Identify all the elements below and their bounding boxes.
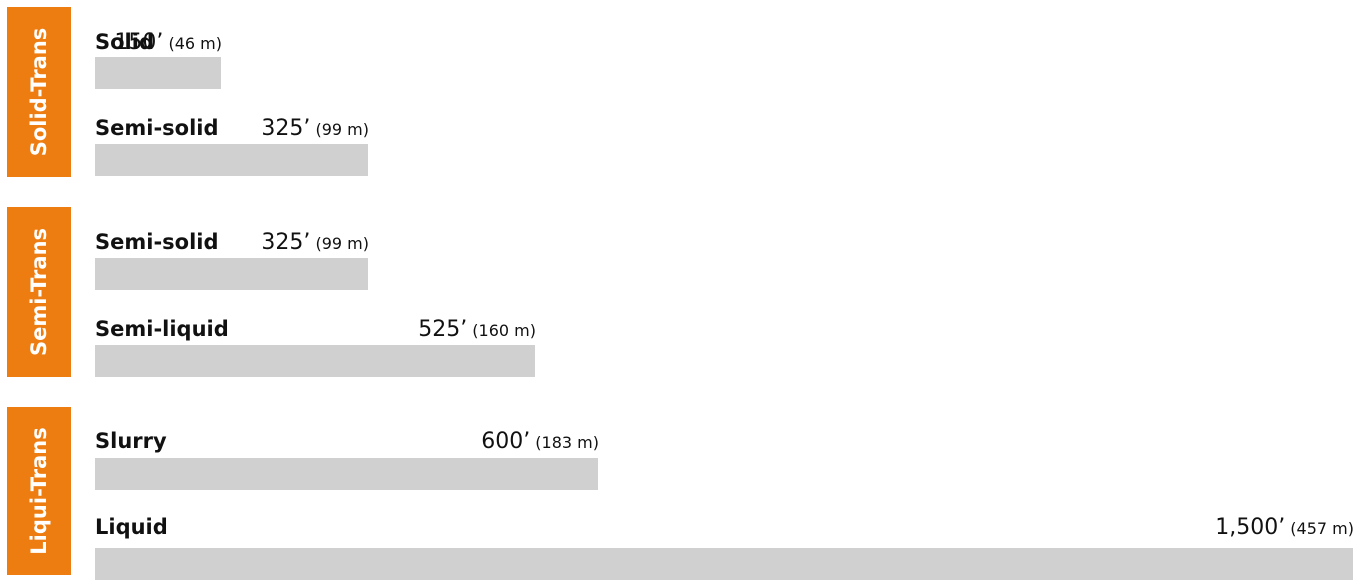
bar <box>95 345 535 377</box>
value-meters: (183 m) <box>535 433 599 452</box>
bar <box>95 548 1353 580</box>
value-feet: 325’ <box>261 116 311 141</box>
bar <box>95 57 221 89</box>
bar <box>95 258 368 290</box>
value-meters: (99 m) <box>315 234 369 253</box>
bar-name: Semi-liquid <box>95 317 229 341</box>
value-feet: 325’ <box>261 230 311 255</box>
bar-name: Solid <box>95 30 154 54</box>
value-meters: (46 m) <box>168 34 222 53</box>
group-tab-liqui-trans: Liqui-Trans <box>7 407 71 575</box>
value-feet: 525’ <box>418 317 468 342</box>
value-meters: (457 m) <box>1290 519 1354 538</box>
group-label: Solid-Trans <box>27 27 51 157</box>
bar-value-label: 325’ (99 m) <box>261 116 369 141</box>
bar-value-label: 325’ (99 m) <box>261 230 369 255</box>
bar-name: Semi-solid <box>95 116 219 140</box>
bar-value-label: 1,500’ (457 m) <box>1215 515 1354 540</box>
bar-name: Liquid <box>95 515 168 539</box>
group-label: Semi-Trans <box>27 227 51 357</box>
value-feet: 1,500’ <box>1215 515 1286 540</box>
group-tab-semi-trans: Semi-Trans <box>7 207 71 377</box>
bar <box>95 458 598 490</box>
bar-value-label: 600’ (183 m) <box>481 429 599 454</box>
bar-value-label: 150’ (46 m) <box>114 30 222 55</box>
bar-name: Slurry <box>95 429 167 453</box>
group-label: Liqui-Trans <box>27 427 51 555</box>
value-meters: (160 m) <box>472 321 536 340</box>
value-feet: 600’ <box>481 429 531 454</box>
bar-name: Semi-solid <box>95 230 219 254</box>
group-tab-solid-trans: Solid-Trans <box>7 7 71 177</box>
bar <box>95 144 368 176</box>
value-meters: (99 m) <box>315 120 369 139</box>
value-feet: 150’ <box>114 30 164 55</box>
bar-value-label: 525’ (160 m) <box>418 317 536 342</box>
